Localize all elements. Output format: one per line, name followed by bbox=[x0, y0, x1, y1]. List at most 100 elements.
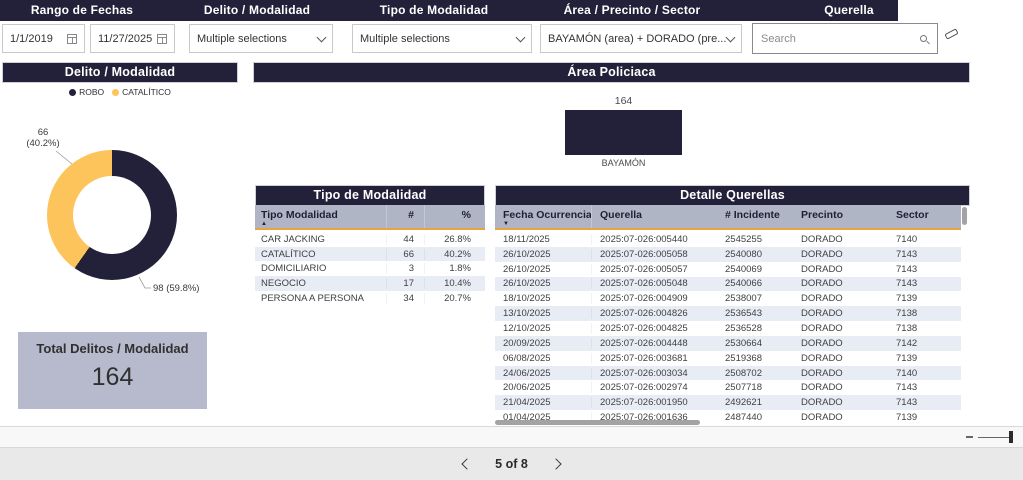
table-cell: 2025:07-026:002974 bbox=[600, 382, 688, 394]
eraser-icon[interactable] bbox=[944, 28, 959, 40]
table-row[interactable]: 01/04/2025 2025:07-026:001636 2487440 DORAD… bbox=[495, 410, 961, 425]
column-header-querella[interactable]: Querella bbox=[600, 209, 643, 221]
table-cell: 2025:07-026:001950 bbox=[600, 397, 688, 409]
table-cell: 2530664 bbox=[725, 337, 762, 349]
table-cell: 2025:07-026:005058 bbox=[600, 248, 688, 260]
table-row[interactable]: 18/11/2025 2025:07-026:005440 2545255 DORAD… bbox=[495, 232, 961, 247]
bar-bayamon[interactable] bbox=[565, 110, 682, 155]
table-cell: 2025:07-026:004909 bbox=[600, 293, 688, 305]
page-navigation: 5 of 8 bbox=[0, 448, 1023, 480]
column-header-count[interactable]: # bbox=[387, 205, 425, 228]
next-page-button[interactable] bbox=[550, 458, 562, 470]
chevron-down-icon bbox=[316, 32, 327, 42]
table-cell: 10.4% bbox=[444, 277, 471, 289]
date-from-input[interactable]: 1/1/2019 bbox=[2, 24, 85, 53]
date-to-input[interactable]: 11/27/2025 bbox=[90, 24, 175, 53]
table-cell: 17 bbox=[387, 277, 425, 289]
table-row[interactable]: 24/06/2025 2025:07-026:003034 2508702 DORAD… bbox=[495, 365, 961, 381]
total-card-title: Total Delitos / Modalidad bbox=[36, 341, 189, 356]
table-cell: 7143 bbox=[896, 397, 918, 409]
table-cell: DORADO bbox=[801, 278, 843, 290]
table-row[interactable]: CATALÍTICO 66 40.2% bbox=[255, 246, 485, 262]
table-row[interactable]: 26/10/2025 2025:07-026:005057 2540069 DORAD… bbox=[495, 262, 961, 277]
detail-table-body: 18/11/2025 2025:07-026:005440 2545255 DORAD… bbox=[495, 232, 961, 425]
table-cell: DOMICILIARIO bbox=[255, 263, 387, 275]
table-cell: 2536528 bbox=[725, 322, 762, 334]
table-cell: 7142 bbox=[896, 337, 918, 349]
table-cell: 26.8% bbox=[444, 233, 471, 245]
calendar-icon[interactable] bbox=[157, 33, 167, 44]
area-dropdown-value: BAYAMÓN (area) + DORADO (pre... bbox=[548, 32, 727, 45]
legend-item-catalitico[interactable]: CATALÍTICO bbox=[112, 87, 171, 97]
zoom-out-icon[interactable] bbox=[966, 436, 973, 438]
table-row[interactable]: 21/04/2025 2025:07-026:001950 2492621 DORAD… bbox=[495, 395, 961, 411]
prev-page-button[interactable] bbox=[461, 458, 473, 470]
table-cell: 2025:07-026:005440 bbox=[600, 233, 688, 245]
table-row[interactable]: 26/10/2025 2025:07-026:005048 2540066 DORAD… bbox=[495, 276, 961, 292]
column-header-fecha[interactable]: Fecha Ocurrencia ▼ bbox=[495, 205, 592, 228]
column-header-incidente[interactable]: # Incidente bbox=[725, 209, 780, 221]
table-cell: 2025:07-026:004448 bbox=[600, 337, 688, 349]
table-cell: DORADO bbox=[801, 367, 843, 379]
table-cell: 06/08/2025 bbox=[495, 352, 592, 364]
search-input[interactable] bbox=[761, 32, 920, 45]
horizontal-scrollbar[interactable] bbox=[495, 420, 700, 425]
table-cell: 2025:07-026:001636 bbox=[600, 412, 688, 424]
tipo-dropdown[interactable]: Multiple selections bbox=[352, 24, 532, 53]
table-row[interactable]: 26/10/2025 2025:07-026:005058 2540080 DORAD… bbox=[495, 246, 961, 262]
filter-header-bar: Rango de Fechas Delito / Modalidad Tipo … bbox=[0, 0, 898, 21]
table-cell: 21/04/2025 bbox=[495, 397, 592, 409]
table-row[interactable]: 18/10/2025 2025:07-026:004909 2538007 DORAD… bbox=[495, 291, 961, 306]
donut-legend: ROBO CATALÍTICO bbox=[0, 87, 240, 97]
table-cell: 2508702 bbox=[725, 367, 762, 379]
column-header-sector[interactable]: Sector bbox=[896, 209, 929, 221]
zoom-slider-track[interactable] bbox=[978, 437, 1010, 438]
legend-item-robo[interactable]: ROBO bbox=[69, 87, 104, 97]
table-cell: 18/10/2025 bbox=[495, 293, 592, 305]
table-cell: 66 bbox=[387, 248, 425, 260]
date-to-value: 11/27/2025 bbox=[98, 32, 153, 45]
table-row[interactable]: 13/10/2025 2025:07-026:004826 2536543 DORAD… bbox=[495, 306, 961, 322]
table-row[interactable]: 20/06/2025 2025:07-026:002974 2507718 DORAD… bbox=[495, 380, 961, 395]
table-cell: 1.8% bbox=[449, 263, 471, 275]
table-row[interactable]: NEGOCIO 17 10.4% bbox=[255, 276, 485, 291]
table-cell: 7138 bbox=[896, 322, 918, 334]
column-header-tipo-modalidad[interactable]: Tipo Modalidad ▲ bbox=[255, 205, 387, 228]
table-cell: DORADO bbox=[801, 308, 843, 320]
table-cell: 40.2% bbox=[444, 248, 471, 260]
table-row[interactable]: CAR JACKING 44 26.8% bbox=[255, 232, 485, 247]
table-row[interactable]: 06/08/2025 2025:07-026:003681 2519368 DORAD… bbox=[495, 351, 961, 366]
table-cell: 24/06/2025 bbox=[495, 367, 592, 379]
table-row[interactable]: 20/09/2025 2025:07-026:004448 2530664 DORAD… bbox=[495, 335, 961, 351]
filter-section-title-querella: Querella bbox=[824, 3, 874, 17]
zoom-slider-handle[interactable] bbox=[1009, 431, 1013, 443]
querella-search[interactable] bbox=[752, 23, 938, 54]
table-cell: CATALÍTICO bbox=[255, 248, 387, 260]
table-cell: CAR JACKING bbox=[255, 233, 387, 245]
area-dropdown[interactable]: BAYAMÓN (area) + DORADO (pre... bbox=[540, 24, 742, 53]
bar-value-label: 164 bbox=[614, 95, 633, 107]
filter-section-title-delito: Delito / Modalidad bbox=[203, 3, 311, 17]
table-cell: 26/10/2025 bbox=[495, 248, 592, 260]
table-cell: DORADO bbox=[801, 337, 843, 349]
table-cell: 2536543 bbox=[725, 308, 762, 320]
table-row[interactable]: 12/10/2025 2025:07-026:004825 2536528 DORAD… bbox=[495, 321, 961, 336]
vertical-scrollbar[interactable] bbox=[962, 207, 967, 225]
delito-dropdown[interactable]: Multiple selections bbox=[189, 24, 333, 53]
filter-section-title-tipo: Tipo de Modalidad bbox=[379, 3, 489, 17]
date-from-value: 1/1/2019 bbox=[10, 32, 53, 45]
table-cell: 12/10/2025 bbox=[495, 322, 592, 334]
table-cell: 26/10/2025 bbox=[495, 278, 592, 290]
donut-chart[interactable] bbox=[47, 150, 177, 280]
column-header-precinto[interactable]: Precinto bbox=[801, 209, 844, 221]
calendar-icon[interactable] bbox=[67, 33, 77, 44]
page-indicator: 5 of 8 bbox=[495, 457, 528, 471]
table-row[interactable]: PERSONA A PERSONA 34 20.7% bbox=[255, 291, 485, 306]
filter-section-title-fechas: Rango de Fechas bbox=[30, 3, 134, 17]
column-header-pct[interactable]: % bbox=[461, 209, 471, 221]
table-cell: 34 bbox=[387, 292, 425, 304]
table-row[interactable]: DOMICILIARIO 3 1.8% bbox=[255, 261, 485, 276]
table-cell: DORADO bbox=[801, 248, 843, 260]
table-cell: DORADO bbox=[801, 233, 843, 245]
